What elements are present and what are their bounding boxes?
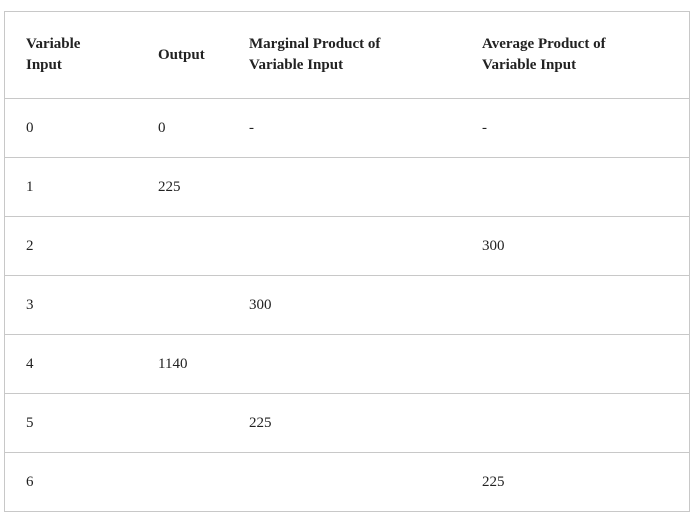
cell-output — [137, 393, 228, 453]
header-row: Variable Input Output Marginal Product o… — [5, 12, 689, 99]
cell-marginal-product — [228, 453, 461, 512]
cell-marginal-product: 225 — [228, 393, 461, 453]
cell-average-product: 225 — [482, 473, 505, 490]
header-line: Output — [158, 46, 205, 63]
cell-variable-input: 6 — [26, 473, 34, 490]
cell-output: 1140 — [137, 334, 228, 394]
production-table: Variable Input Output Marginal Product o… — [5, 12, 689, 511]
cell-marginal-product — [228, 334, 461, 394]
table-row: 1 225 — [5, 157, 689, 217]
cell-variable-input: 5 — [5, 393, 137, 453]
cell-output: 0 — [137, 98, 228, 158]
table-row: 3 300 — [5, 275, 689, 335]
cell-average-product: - — [461, 98, 689, 158]
production-table-container: Variable Input Output Marginal Product o… — [4, 11, 690, 512]
cell-output — [137, 275, 228, 335]
cell-average-product — [461, 275, 689, 335]
table-row: 4 1140 — [5, 334, 689, 394]
cell-marginal-product — [228, 216, 461, 276]
cell-average-product: 300 — [461, 216, 689, 276]
cell-variable-input: 1 — [5, 157, 137, 217]
cell-average-product — [461, 334, 689, 394]
header-line: Input — [26, 57, 62, 73]
cell-marginal-product — [228, 157, 461, 217]
header-variable-input: Variable Input — [5, 12, 137, 99]
cell-marginal-product: - — [228, 98, 461, 158]
table-row: 6 225 — [5, 453, 689, 512]
cell-average-product — [461, 157, 689, 217]
header-marginal-product: Marginal Product of Variable Input — [228, 12, 461, 99]
cell-marginal-product: 300 — [228, 275, 461, 335]
cell-average-product — [461, 393, 689, 453]
cell-variable-input: 2 — [5, 216, 137, 276]
table-row: 5 225 — [5, 393, 689, 453]
cell-variable-input: 4 — [5, 334, 137, 394]
header-line: Variable — [26, 36, 81, 52]
cell-output — [137, 453, 228, 512]
header-average-product: Average Product of Variable Input — [461, 12, 689, 99]
cell-output — [137, 216, 228, 276]
cell-variable-input: 3 — [5, 275, 137, 335]
header-line: Variable Input — [249, 57, 344, 73]
cell-output: 225 — [137, 157, 228, 217]
header-line: Marginal Product of — [249, 36, 381, 52]
table-row: 0 0 - - — [5, 98, 689, 158]
cell-variable-input: 0 — [5, 98, 137, 158]
header-line: Average Product of — [482, 36, 606, 52]
table-row: 2 300 — [5, 216, 689, 276]
header-output: Output — [137, 12, 228, 99]
header-line: Variable Input — [482, 57, 577, 73]
